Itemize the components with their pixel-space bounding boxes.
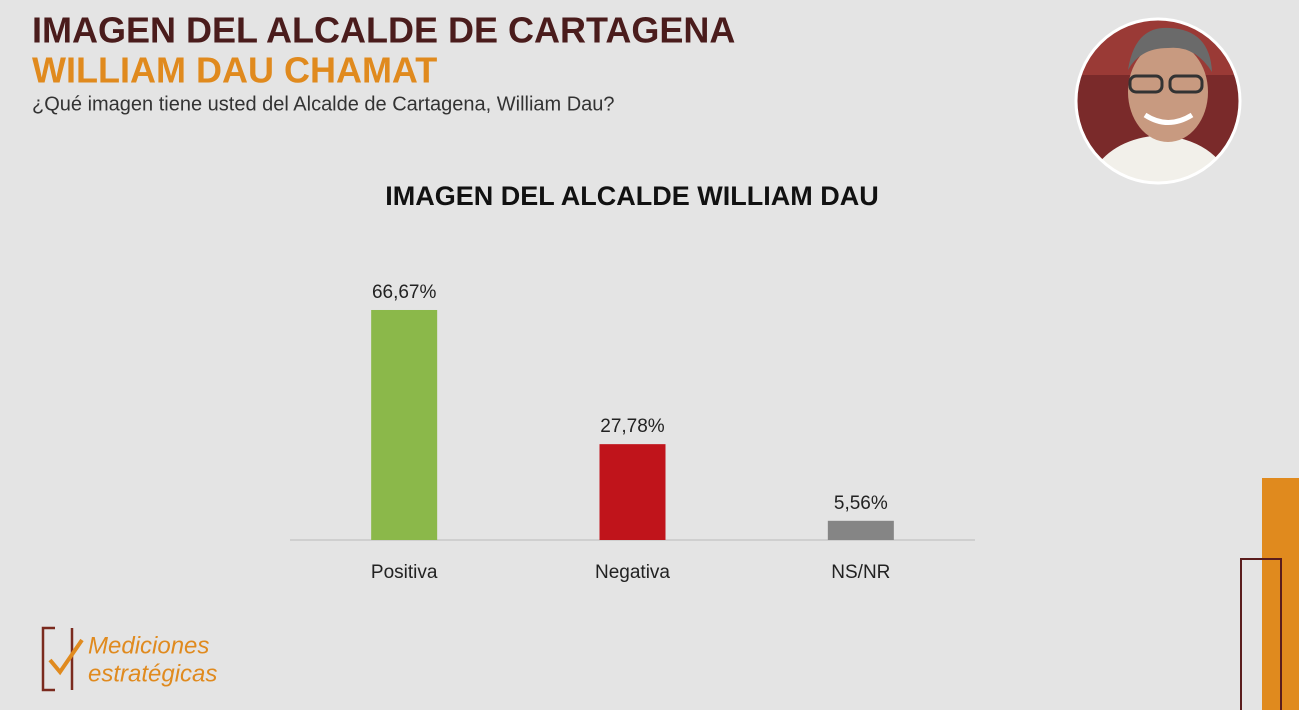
logo: Mediciones estratégicas (41, 626, 217, 692)
slide-subtitle: WILLIAM DAU CHAMAT (32, 50, 437, 91)
logo-text: estratégicas (88, 660, 217, 687)
x-tick-label: NS/NR (831, 562, 890, 583)
value-label: 27,78% (600, 416, 665, 437)
bar (599, 444, 666, 540)
chart-title: IMAGEN DEL ALCALDE WILLIAM DAU (385, 181, 878, 211)
slide-title: IMAGEN DEL ALCALDE DE CARTAGENA (32, 10, 735, 51)
bar (371, 309, 438, 540)
x-tick-label: Positiva (371, 562, 438, 583)
question: ¿Qué imagen tiene usted del Alcalde de C… (32, 93, 615, 115)
photo (1074, 17, 1242, 185)
logo-text: Mediciones (88, 632, 209, 659)
value-label: 5,56% (834, 493, 888, 514)
decoration (1240, 558, 1282, 710)
x-tick-label: Negativa (595, 562, 670, 583)
bar (827, 520, 894, 540)
value-label: 66,67% (372, 282, 437, 303)
